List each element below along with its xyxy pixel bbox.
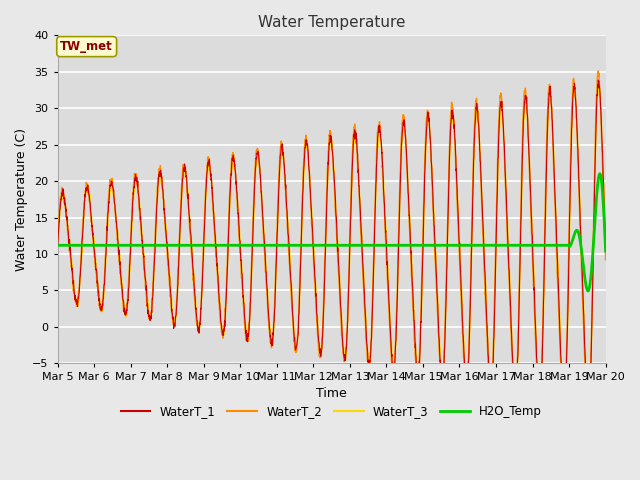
H2O_Temp: [602, 248, 609, 254]
Line: WaterT_1: WaterT_1: [58, 80, 605, 413]
WaterT_2: [554, 269, 561, 275]
WaterT_2: [348, 182, 355, 188]
Title: Water Temperature: Water Temperature: [258, 15, 405, 30]
WaterT_2: [491, 290, 499, 296]
WaterT_3: [584, 407, 592, 412]
WaterT_1: [207, 171, 214, 177]
H2O_Temp: [54, 242, 61, 248]
WaterT_3: [348, 207, 355, 213]
WaterT_1: [554, 250, 561, 255]
H2O_Temp: [584, 288, 592, 294]
WaterT_1: [602, 246, 609, 252]
WaterT_2: [602, 257, 609, 263]
X-axis label: Time: Time: [316, 386, 347, 399]
WaterT_3: [491, 312, 499, 318]
WaterT_2: [207, 168, 214, 173]
WaterT_3: [602, 233, 609, 239]
WaterT_1: [360, 267, 367, 273]
H2O_Temp: [554, 242, 561, 248]
WaterT_2: [54, 236, 61, 242]
Text: TW_met: TW_met: [60, 40, 113, 53]
H2O_Temp: [360, 242, 367, 248]
H2O_Temp: [348, 242, 355, 248]
WaterT_2: [360, 278, 367, 284]
WaterT_2: [584, 408, 592, 414]
WaterT_2: [568, 96, 576, 101]
Legend: WaterT_1, WaterT_2, WaterT_3, H2O_Temp: WaterT_1, WaterT_2, WaterT_3, H2O_Temp: [116, 401, 547, 423]
Line: H2O_Temp: H2O_Temp: [58, 174, 605, 291]
WaterT_3: [568, 113, 576, 119]
WaterT_3: [54, 249, 61, 255]
WaterT_2: [595, 68, 602, 74]
H2O_Temp: [568, 238, 576, 243]
WaterT_3: [595, 82, 602, 87]
WaterT_1: [595, 77, 602, 83]
H2O_Temp: [491, 242, 499, 248]
WaterT_3: [207, 166, 214, 172]
WaterT_3: [360, 257, 367, 263]
Line: WaterT_3: WaterT_3: [58, 84, 605, 409]
H2O_Temp: [596, 171, 604, 177]
WaterT_1: [54, 240, 61, 246]
WaterT_1: [568, 106, 576, 112]
WaterT_1: [491, 304, 499, 310]
H2O_Temp: [207, 242, 214, 248]
WaterT_1: [348, 197, 355, 203]
Y-axis label: Water Temperature (C): Water Temperature (C): [15, 128, 28, 271]
Line: WaterT_2: WaterT_2: [58, 71, 605, 411]
WaterT_1: [584, 410, 592, 416]
WaterT_3: [554, 243, 561, 249]
